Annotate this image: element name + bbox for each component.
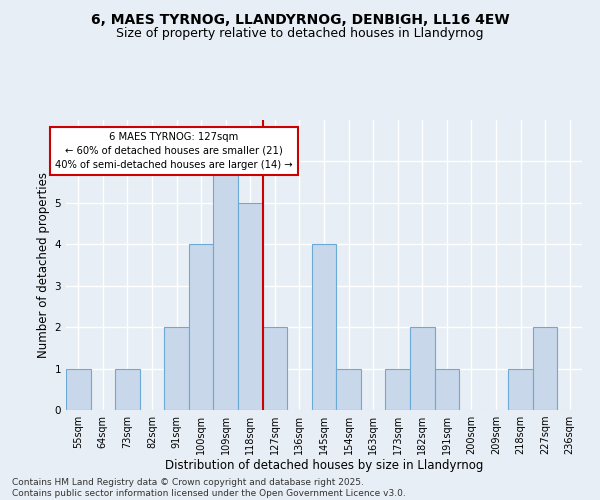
Bar	[336, 368, 361, 410]
Bar	[410, 327, 434, 410]
Bar	[115, 368, 140, 410]
Text: Size of property relative to detached houses in Llandyrnog: Size of property relative to detached ho…	[116, 28, 484, 40]
Bar	[189, 244, 214, 410]
Bar	[214, 162, 238, 410]
Bar	[164, 327, 189, 410]
Text: Contains HM Land Registry data © Crown copyright and database right 2025.
Contai: Contains HM Land Registry data © Crown c…	[12, 478, 406, 498]
Bar	[263, 327, 287, 410]
Text: 6 MAES TYRNOG: 127sqm
← 60% of detached houses are smaller (21)
40% of semi-deta: 6 MAES TYRNOG: 127sqm ← 60% of detached …	[55, 132, 293, 170]
Text: 6, MAES TYRNOG, LLANDYRNOG, DENBIGH, LL16 4EW: 6, MAES TYRNOG, LLANDYRNOG, DENBIGH, LL1…	[91, 12, 509, 26]
Bar	[238, 203, 263, 410]
Bar	[66, 368, 91, 410]
Y-axis label: Number of detached properties: Number of detached properties	[37, 172, 50, 358]
Bar	[508, 368, 533, 410]
X-axis label: Distribution of detached houses by size in Llandyrnog: Distribution of detached houses by size …	[165, 458, 483, 471]
Bar	[385, 368, 410, 410]
Bar	[312, 244, 336, 410]
Bar	[434, 368, 459, 410]
Bar	[533, 327, 557, 410]
